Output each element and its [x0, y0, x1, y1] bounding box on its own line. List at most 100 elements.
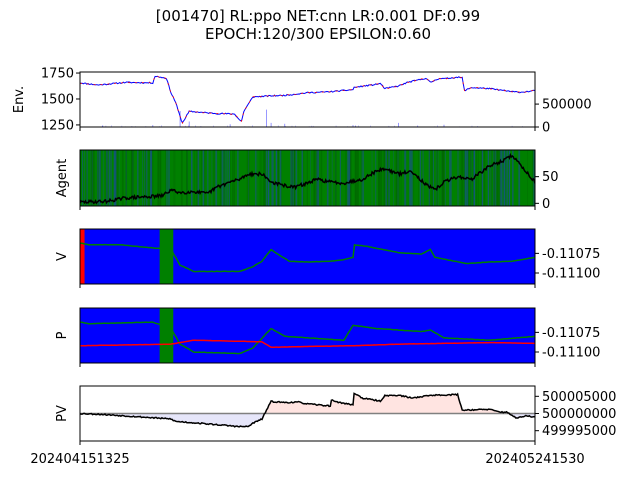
- env-ytick-label-1: 1500: [41, 92, 74, 107]
- agent-stripe: [110, 150, 112, 206]
- p-green-line: [80, 321, 535, 355]
- agent-stripe: [221, 150, 224, 206]
- agent-stripe: [211, 150, 213, 206]
- p-frame: [79, 307, 536, 364]
- agent-stripe: [204, 150, 206, 206]
- p-background: [80, 308, 535, 363]
- agent-stripe: [246, 150, 248, 206]
- agent-stripe: [458, 150, 460, 206]
- agent-stripe: [429, 150, 431, 206]
- agent-stripe: [272, 150, 274, 206]
- agent-stripe: [102, 150, 104, 206]
- env-frame: [79, 71, 536, 128]
- agent-stripe: [84, 150, 85, 206]
- agent-ytick-label-1: 50: [542, 170, 559, 185]
- agent-stripe: [106, 150, 108, 206]
- v-frame: [79, 228, 536, 285]
- agent-stripe: [131, 150, 134, 206]
- p-plot-area: [80, 308, 535, 363]
- agent-stripe: [99, 150, 101, 206]
- pv-plot-area: [80, 392, 535, 428]
- env-ytick-label-0: 1250: [41, 118, 74, 133]
- agent-stripe: [409, 150, 411, 206]
- agent-stripe: [314, 150, 315, 206]
- x-tick-label-end: 202405241530: [485, 452, 584, 467]
- env-plot-area: [80, 75, 535, 127]
- agent-stripe: [493, 150, 495, 206]
- agent-stripe: [431, 150, 433, 206]
- v-band-1: [159, 229, 174, 284]
- agent-stripe: [207, 150, 209, 206]
- env-volume-ytick-label-1: 500000: [542, 98, 592, 113]
- agent-stripe: [490, 150, 492, 206]
- agent-stripe: [221, 150, 222, 206]
- agent-stripe: [290, 150, 292, 206]
- agent-stripe: [114, 150, 116, 206]
- agent-stripe: [506, 150, 508, 206]
- v-ylabel: V: [55, 252, 70, 261]
- agent-stripe: [227, 150, 228, 206]
- agent-stripe: [295, 150, 298, 206]
- agent-stripe: [276, 150, 278, 206]
- agent-stripe: [146, 150, 148, 206]
- agent-stripe: [475, 150, 478, 206]
- agent-stripe: [228, 150, 230, 206]
- agent-stripe: [413, 150, 415, 206]
- agent-stripe: [499, 150, 502, 206]
- agent-stripe: [499, 150, 501, 206]
- agent-stripe: [125, 150, 128, 206]
- figure-title-line2: EPOCH:120/300 EPSILON:0.60: [205, 25, 431, 43]
- agent-stripe: [142, 150, 143, 206]
- v-plot-area: [80, 229, 535, 284]
- agent-stripe: [395, 150, 398, 206]
- agent-stripe: [339, 150, 342, 206]
- agent-stripe: [444, 150, 446, 206]
- agent-stripe: [197, 150, 200, 206]
- agent-stripe: [271, 150, 273, 206]
- agent-stripe: [380, 150, 383, 206]
- agent-stripe: [371, 150, 373, 206]
- agent-stripe: [229, 150, 231, 206]
- agent-stripe: [215, 150, 218, 206]
- agent-stripe: [237, 150, 239, 206]
- p-red-line: [80, 339, 535, 348]
- agent-stripe: [130, 150, 133, 206]
- v-band-0: [80, 229, 85, 284]
- agent-stripe: [166, 150, 168, 206]
- agent-stripe: [260, 150, 262, 206]
- agent-stripe: [121, 150, 124, 206]
- agent-stripe: [313, 150, 315, 206]
- agent-stripe: [472, 150, 474, 206]
- agent-stripe: [303, 150, 305, 206]
- agent-stripe: [314, 150, 316, 206]
- agent-stripe: [419, 150, 422, 206]
- agent-stripe: [384, 150, 386, 206]
- agent-frame: [79, 149, 536, 207]
- agent-stripe: [191, 150, 193, 206]
- agent-stripe: [503, 150, 505, 206]
- agent-stripe: [196, 150, 197, 206]
- agent-stripe: [277, 150, 280, 206]
- agent-stripe: [82, 150, 83, 206]
- agent-stripe: [293, 150, 294, 206]
- agent-stripe: [398, 150, 400, 206]
- agent-stripe: [505, 150, 506, 206]
- agent-stripe: [165, 150, 166, 206]
- agent-ytick-label-0: 0: [542, 197, 550, 212]
- agent-stripe: [442, 150, 445, 206]
- agent-stripe: [350, 150, 352, 206]
- agent-stripe: [377, 150, 379, 206]
- agent-stripe: [480, 150, 483, 206]
- agent-stripe: [186, 150, 188, 206]
- agent-stripe: [174, 150, 176, 206]
- agent-stripe: [108, 150, 111, 206]
- agent-stripe: [404, 150, 407, 206]
- agent-stripe: [358, 150, 359, 206]
- env-volume-ytick-label-0: 0: [542, 121, 550, 136]
- x-tick-label-start: 202404151325: [30, 452, 129, 467]
- agent-stripe: [275, 150, 277, 206]
- agent-stripe: [92, 150, 93, 206]
- agent-stripe: [157, 150, 160, 206]
- v-ytick-label-1: -0.11100: [542, 267, 600, 282]
